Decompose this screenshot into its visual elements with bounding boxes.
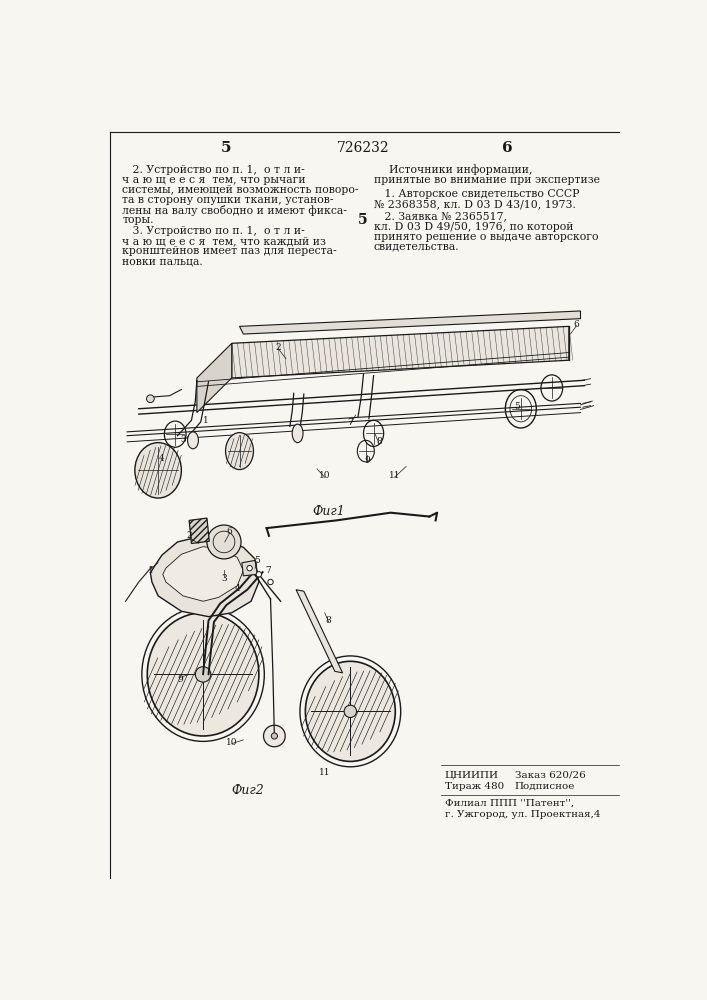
Text: кл. D 03 D 49/50, 1976, по которой: кл. D 03 D 49/50, 1976, по которой <box>373 222 573 232</box>
Text: 2. Заявка № 2365517,: 2. Заявка № 2365517, <box>373 211 507 221</box>
Text: 2. Устройство по п. 1,  о т л и-: 2. Устройство по п. 1, о т л и- <box>122 165 305 175</box>
Text: лены на валу свободно и имеют фикса-: лены на валу свободно и имеют фикса- <box>122 205 347 216</box>
Text: 8: 8 <box>326 616 332 625</box>
Ellipse shape <box>135 443 182 498</box>
Circle shape <box>207 525 241 559</box>
Text: 10: 10 <box>226 738 238 747</box>
Circle shape <box>264 725 285 747</box>
Text: 9: 9 <box>365 456 370 465</box>
Polygon shape <box>296 590 343 673</box>
Text: 7: 7 <box>265 566 271 575</box>
Text: 9: 9 <box>177 675 182 684</box>
Text: 1: 1 <box>204 416 209 425</box>
Text: 3: 3 <box>221 574 227 583</box>
Text: 1. Авторское свидетельство СССР: 1. Авторское свидетельство СССР <box>373 189 579 199</box>
Ellipse shape <box>226 433 253 470</box>
Text: ЦНИИПИ: ЦНИИПИ <box>445 771 499 780</box>
Text: 11: 11 <box>319 768 330 777</box>
Text: 4: 4 <box>234 584 240 593</box>
Text: 10: 10 <box>319 471 330 480</box>
Text: 5: 5 <box>358 213 368 227</box>
Text: ч а ю щ е е с я  тем, что каждый из: ч а ю щ е е с я тем, что каждый из <box>122 236 327 246</box>
Ellipse shape <box>305 661 395 761</box>
Text: Фuг1: Фuг1 <box>312 505 345 518</box>
Circle shape <box>195 667 211 682</box>
Text: Тираж 480: Тираж 480 <box>445 782 504 791</box>
Text: 7: 7 <box>347 418 354 427</box>
Circle shape <box>268 579 273 585</box>
Circle shape <box>146 395 154 403</box>
Text: 1: 1 <box>148 566 153 575</box>
Text: 726232: 726232 <box>337 141 389 155</box>
Text: Фuг2: Фuг2 <box>231 784 264 797</box>
Circle shape <box>247 565 252 571</box>
Text: принято решение о выдаче авторского: принято решение о выдаче авторского <box>373 232 598 242</box>
Text: 5: 5 <box>514 402 520 411</box>
Polygon shape <box>232 326 569 378</box>
Text: 6: 6 <box>501 141 512 155</box>
Text: 3. Устройство по п. 1,  о т л и-: 3. Устройство по п. 1, о т л и- <box>122 226 305 236</box>
Text: свидетельства.: свидетельства. <box>373 242 460 252</box>
Text: 2: 2 <box>276 343 281 352</box>
Text: 5: 5 <box>255 556 260 565</box>
Text: Источники информации,: Источники информации, <box>389 165 532 175</box>
Text: 8: 8 <box>376 437 382 446</box>
Polygon shape <box>151 536 259 617</box>
Text: Филиал ППП ''Патент'',: Филиал ППП ''Патент'', <box>445 799 574 808</box>
Polygon shape <box>242 560 257 576</box>
Text: кронштейнов имеет паз для переста-: кронштейнов имеет паз для переста- <box>122 246 337 256</box>
Text: 6: 6 <box>574 320 580 329</box>
Text: 6: 6 <box>226 527 233 536</box>
Text: торы.: торы. <box>122 215 154 225</box>
Text: 11: 11 <box>389 471 400 480</box>
Polygon shape <box>189 518 209 544</box>
Text: 2: 2 <box>187 531 192 540</box>
Text: г. Ужгород, ул. Проектная,4: г. Ужгород, ул. Проектная,4 <box>445 810 600 819</box>
Text: Заказ 620/26: Заказ 620/26 <box>515 771 585 780</box>
Circle shape <box>256 572 262 577</box>
Circle shape <box>271 733 277 739</box>
Ellipse shape <box>147 613 259 736</box>
Text: 5: 5 <box>221 141 232 155</box>
Ellipse shape <box>187 432 199 449</box>
Text: 4: 4 <box>159 454 165 463</box>
Ellipse shape <box>292 424 303 443</box>
Circle shape <box>344 705 356 718</box>
Text: та в сторону опушки ткани, установ-: та в сторону опушки ткани, установ- <box>122 195 334 205</box>
Text: системы, имеющей возможность поворо-: системы, имеющей возможность поворо- <box>122 185 359 195</box>
Polygon shape <box>197 343 232 413</box>
Text: новки пальца.: новки пальца. <box>122 256 203 266</box>
Text: Подписное: Подписное <box>515 782 575 791</box>
Text: ч а ю щ е е с я  тем, что рычаги: ч а ю щ е е с я тем, что рычаги <box>122 175 306 185</box>
Text: № 2368358, кл. D 03 D 43/10, 1973.: № 2368358, кл. D 03 D 43/10, 1973. <box>373 199 575 209</box>
Polygon shape <box>240 311 580 334</box>
Polygon shape <box>163 547 243 601</box>
Text: принятые во внимание при экспертизе: принятые во внимание при экспертизе <box>373 175 600 185</box>
Text: 3: 3 <box>180 435 186 444</box>
